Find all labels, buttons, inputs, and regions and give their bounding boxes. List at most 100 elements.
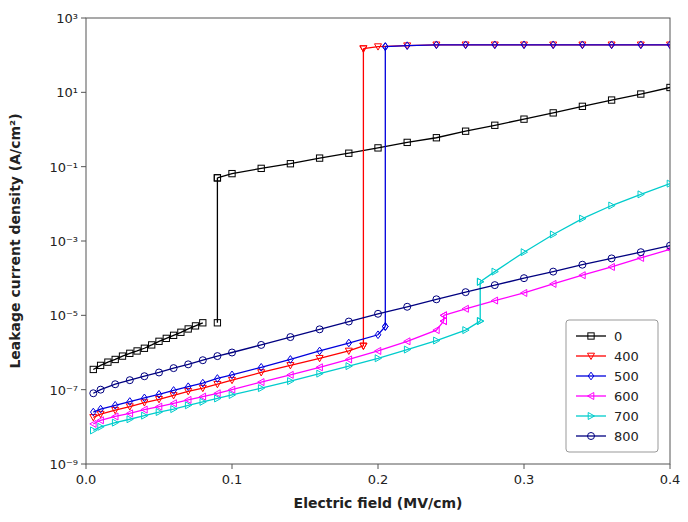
point xyxy=(375,355,381,362)
point xyxy=(126,377,133,384)
point xyxy=(170,332,176,338)
point xyxy=(98,405,104,413)
point xyxy=(127,416,133,423)
point xyxy=(98,423,104,430)
point xyxy=(346,150,352,156)
point xyxy=(214,353,221,360)
legend-label: 800 xyxy=(614,429,639,444)
point xyxy=(215,395,221,402)
point xyxy=(200,379,206,387)
point xyxy=(200,320,206,326)
point xyxy=(171,406,177,413)
point xyxy=(287,161,293,167)
legend-item: 0 xyxy=(576,329,622,344)
point xyxy=(667,242,671,249)
legend-label: 500 xyxy=(614,369,639,384)
legend-item: 400 xyxy=(576,349,639,364)
legend-marker xyxy=(588,372,594,380)
point xyxy=(521,116,527,122)
point xyxy=(434,337,440,344)
point xyxy=(288,356,294,364)
point xyxy=(477,278,483,285)
point xyxy=(214,175,220,181)
y-tick-label: 10¹ xyxy=(56,85,78,100)
point xyxy=(550,231,556,238)
point xyxy=(91,427,97,434)
point xyxy=(404,139,410,145)
legend: 0 400 500 600 700 800 xyxy=(566,320,658,452)
point xyxy=(345,318,352,325)
point xyxy=(316,326,323,333)
point xyxy=(141,373,148,380)
point xyxy=(97,362,103,368)
point xyxy=(433,135,439,141)
point xyxy=(609,202,615,209)
legend-label: 700 xyxy=(614,409,639,424)
point xyxy=(375,331,381,339)
plot-background xyxy=(86,18,670,464)
point xyxy=(383,43,389,51)
point xyxy=(199,357,206,364)
point xyxy=(185,361,192,368)
legend-item: 600 xyxy=(576,389,639,404)
point xyxy=(258,165,264,171)
legend-marker xyxy=(588,413,594,420)
point xyxy=(550,110,556,116)
point xyxy=(608,255,615,262)
point xyxy=(317,347,323,355)
point xyxy=(433,296,440,303)
point xyxy=(404,338,410,345)
x-tick xyxy=(524,464,525,469)
legend-label: 600 xyxy=(614,389,639,404)
point xyxy=(317,370,323,377)
point xyxy=(579,261,586,268)
point xyxy=(579,272,585,279)
point xyxy=(185,326,191,332)
point xyxy=(492,41,498,49)
x-tick xyxy=(232,464,233,469)
point xyxy=(91,408,97,416)
point xyxy=(608,263,614,270)
point xyxy=(90,420,96,427)
point xyxy=(345,356,351,363)
point xyxy=(127,350,133,356)
point xyxy=(521,289,527,296)
point xyxy=(383,323,389,331)
y-tick xyxy=(81,92,86,93)
series xyxy=(91,180,671,434)
point xyxy=(156,390,162,398)
point xyxy=(580,215,586,222)
point xyxy=(97,386,104,393)
x-tick-label: 0.1 xyxy=(222,472,243,487)
axes: 0.00.10.20.30.410⁻⁹10⁻⁷10⁻⁵10⁻³10⁻¹10¹10… xyxy=(49,11,680,487)
y-tick xyxy=(81,464,86,465)
point xyxy=(383,43,389,51)
point xyxy=(316,355,323,361)
point xyxy=(185,402,191,409)
point xyxy=(404,346,410,353)
legend-marker xyxy=(588,433,595,440)
point xyxy=(229,371,235,379)
point xyxy=(463,327,469,334)
point xyxy=(463,41,469,49)
point xyxy=(462,305,468,312)
y-tick xyxy=(81,18,86,19)
chart: 0.00.10.20.30.410⁻⁹10⁻⁷10⁻⁵10⁻³10⁻¹10¹10… xyxy=(0,0,688,522)
point xyxy=(667,84,670,90)
point xyxy=(112,401,118,409)
point xyxy=(229,349,236,356)
point xyxy=(97,417,103,424)
point xyxy=(156,409,162,416)
y-tick-label: 10⁻⁹ xyxy=(49,457,78,472)
legend-marker xyxy=(588,393,594,400)
plot-frame xyxy=(86,18,670,464)
point xyxy=(90,390,97,397)
legend-item: 800 xyxy=(576,429,639,444)
point xyxy=(360,343,367,349)
point xyxy=(112,381,119,388)
point xyxy=(375,310,382,317)
y-tick-label: 10⁻³ xyxy=(49,234,78,249)
point xyxy=(258,363,264,371)
point xyxy=(316,155,322,161)
point xyxy=(215,375,221,383)
